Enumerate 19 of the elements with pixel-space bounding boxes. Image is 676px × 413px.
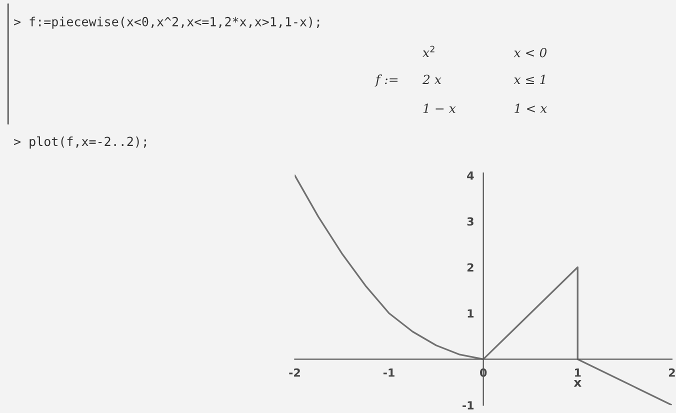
text: > f:=piecewise(x<0,x^2,x<=1,2*x,x>1,1-x); xyxy=(14,16,320,29)
x-tick-label: 1 xyxy=(575,368,581,377)
x-tick-label: -1 xyxy=(383,368,394,377)
text: 2 x xyxy=(422,74,442,84)
text: > plot(f,x=-2..2); xyxy=(14,136,146,149)
text: 1 < x xyxy=(514,104,547,113)
y-tick-label: -1 xyxy=(462,401,474,410)
x-axis-title: x xyxy=(574,380,582,387)
text: x$^{2}$ xyxy=(422,46,434,58)
text: f := xyxy=(374,74,398,87)
text: x ≤ 1 xyxy=(514,74,545,84)
x-tick-label: -2 xyxy=(289,368,300,377)
x-tick-label: 2 xyxy=(668,368,675,377)
y-tick-label: 4 xyxy=(467,171,474,180)
text: 1 − x xyxy=(423,104,456,113)
text: x < 0 xyxy=(514,48,547,58)
y-tick-label: 1 xyxy=(468,309,474,318)
y-tick-label: 3 xyxy=(467,217,474,226)
y-tick-label: 2 xyxy=(467,263,474,272)
